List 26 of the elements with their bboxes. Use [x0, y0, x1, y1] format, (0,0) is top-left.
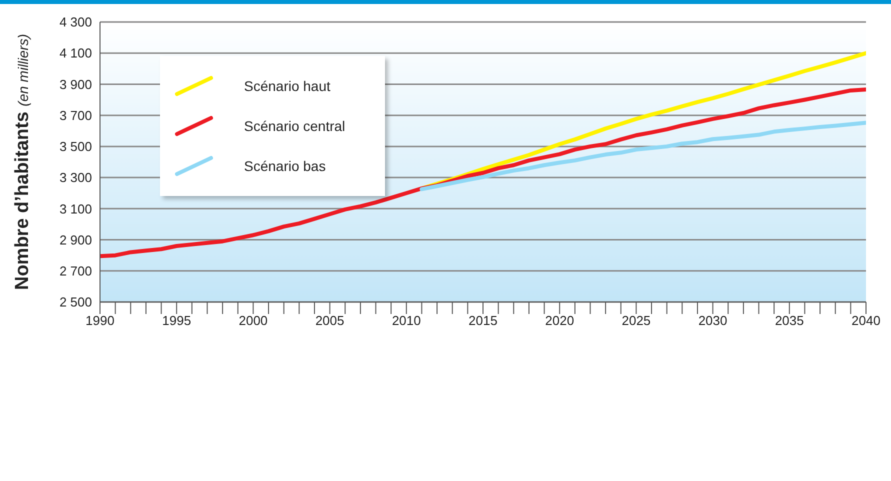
y-tick-label: 3 900: [59, 76, 92, 92]
legend-label: Scénario central: [244, 118, 346, 134]
y-tick-label: 2 500: [59, 294, 92, 310]
x-tick-label: 2020: [545, 313, 574, 328]
x-tick-label: 2040: [852, 313, 880, 328]
line-series: [420, 120, 866, 192]
legend-label: Scénario haut: [244, 78, 330, 94]
legend-label: Scénario bas: [244, 158, 326, 174]
x-tick-label: 2030: [698, 313, 728, 328]
y-tick-label: 3 500: [59, 139, 92, 154]
y-tick-label: 4 100: [59, 46, 92, 61]
x-tick-label: 1995: [162, 313, 192, 328]
x-tick-label: 1990: [86, 313, 114, 328]
y-axis-title: Nombre d’habitants (en milliers): [12, 34, 33, 290]
y-tick-label: 2 900: [59, 232, 92, 248]
y-tick-label: 2 700: [59, 264, 92, 279]
x-tick-label: 2015: [468, 313, 498, 328]
x-tick-label: 2035: [774, 313, 804, 328]
x-tick-label: 2010: [392, 313, 421, 328]
x-tick-label: 2005: [315, 313, 344, 328]
x-tick-label: 2025: [622, 313, 651, 328]
y-tick-label: 3 100: [59, 201, 92, 216]
y-tick-label: 3 300: [59, 170, 92, 186]
y-tick-label: 3 700: [59, 108, 92, 123]
x-tick-label: 2000: [238, 313, 268, 328]
y-tick-label: 4 300: [59, 14, 92, 30]
